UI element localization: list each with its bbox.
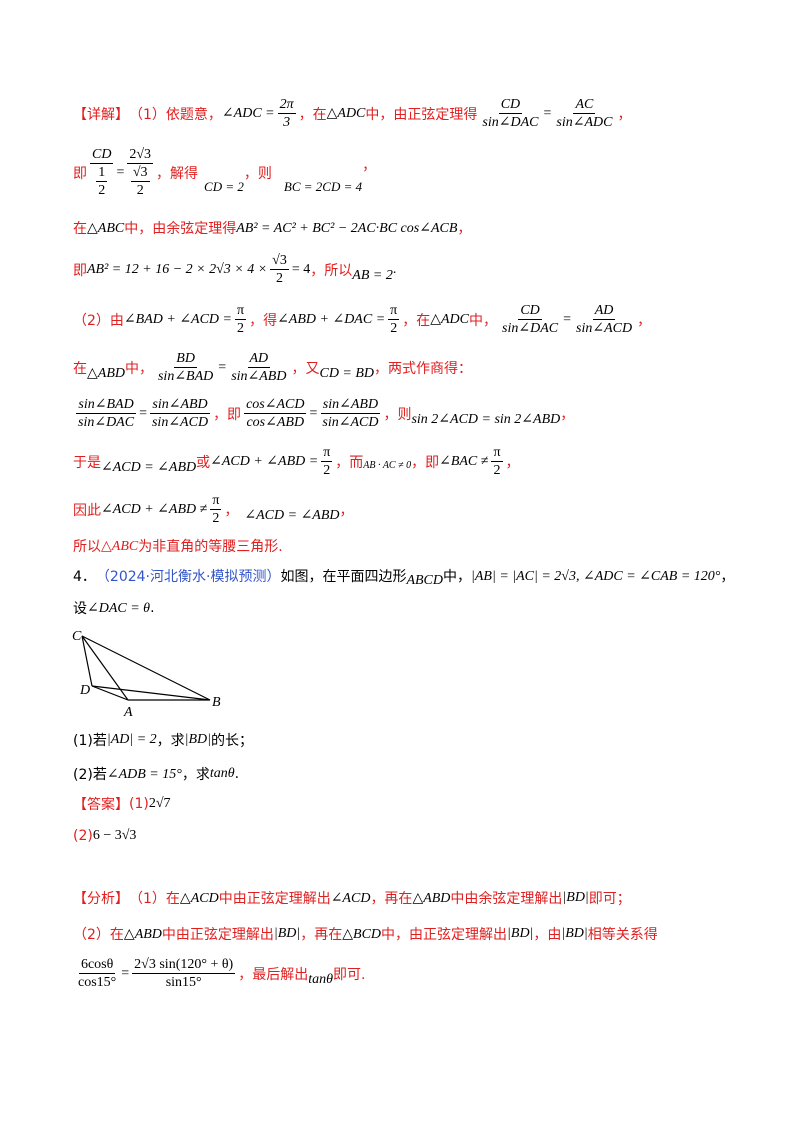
question-4-line-2: 设 ∠DAC = θ .	[73, 600, 155, 617]
analysis-tag: 【分析】	[73, 891, 129, 907]
label-c: C	[72, 629, 82, 644]
question-source: （2024·河北衡水·模拟预测）	[95, 569, 281, 585]
question-4-line-1: 4． （2024·河北衡水·模拟预测） 如图，在平面四边形 ABCD 中， |A…	[73, 566, 734, 589]
answer-line-1: 【答案】 (1) 2√7	[73, 796, 171, 813]
label-a: A	[123, 705, 133, 720]
solution-line-7: sin∠BAD sin∠DAC = sin∠ABD sin∠ACD ，即 cos∠A…	[76, 397, 575, 430]
vector-dot-product: AB · AC ≠ 0	[363, 460, 412, 471]
solution-line-3: 在 △ABC 中，由余弦定理得 AB² = AC² + BC² − 2AC·BC…	[73, 220, 472, 238]
label-b: B	[212, 695, 221, 710]
solution-line-6: 在 △ABD 中， BD sin∠BAD = AD sin∠ABD ，又 CD = …	[73, 351, 473, 384]
segment-db	[91, 685, 211, 701]
segment-da	[91, 685, 129, 701]
segment-cd	[81, 635, 93, 687]
analysis-line-2: （2）在 △ABD 中由正弦定理解出 |BD| ，再在 △BCD 中，由正弦定理…	[73, 926, 658, 943]
detail-tag: 【详解】	[73, 106, 129, 123]
2sqrt3-over-sqrt3-half: 2√3 √3 2	[127, 147, 154, 198]
sub-question-2: (2)若 ∠ADB = 15° ，求 tanθ .	[73, 766, 240, 783]
fraction-2pi-over-3: 2π 3	[277, 97, 296, 130]
answer-tag: 【答案】	[73, 797, 129, 813]
solution-line-4: 即 AB² = 12 + 16 − 2 × 2√3 × 4 × √3 2 = 4 …	[73, 253, 397, 286]
sub-question-1: (1)若 |AD| = 2 ，求 |BD| 的长；	[73, 732, 254, 749]
solution-line-10: 所以 △ABC 为非直角的等腰三角形.	[73, 538, 283, 556]
answer-line-2: (2) 6 − 3√3	[73, 828, 137, 844]
label-d: D	[79, 683, 90, 698]
segment-cb	[81, 635, 211, 701]
question-number: 4．	[73, 569, 96, 585]
analysis-line-1: 【分析】 （1）在 △ACD 中由正弦定理解出 ∠ACD ，再在 △ABD 中由…	[73, 890, 631, 907]
analysis-line-3: 6cosθ cos15° = 2√3 sin(120° + θ) sin15° ，最…	[78, 957, 366, 990]
solution-line-1: 【详解】 （1）依题意， ∠ADC = 2π 3 ，在 △ADC 中，由正弦定理得…	[73, 97, 632, 130]
quadrilateral-figure: C D A B	[72, 629, 221, 720]
